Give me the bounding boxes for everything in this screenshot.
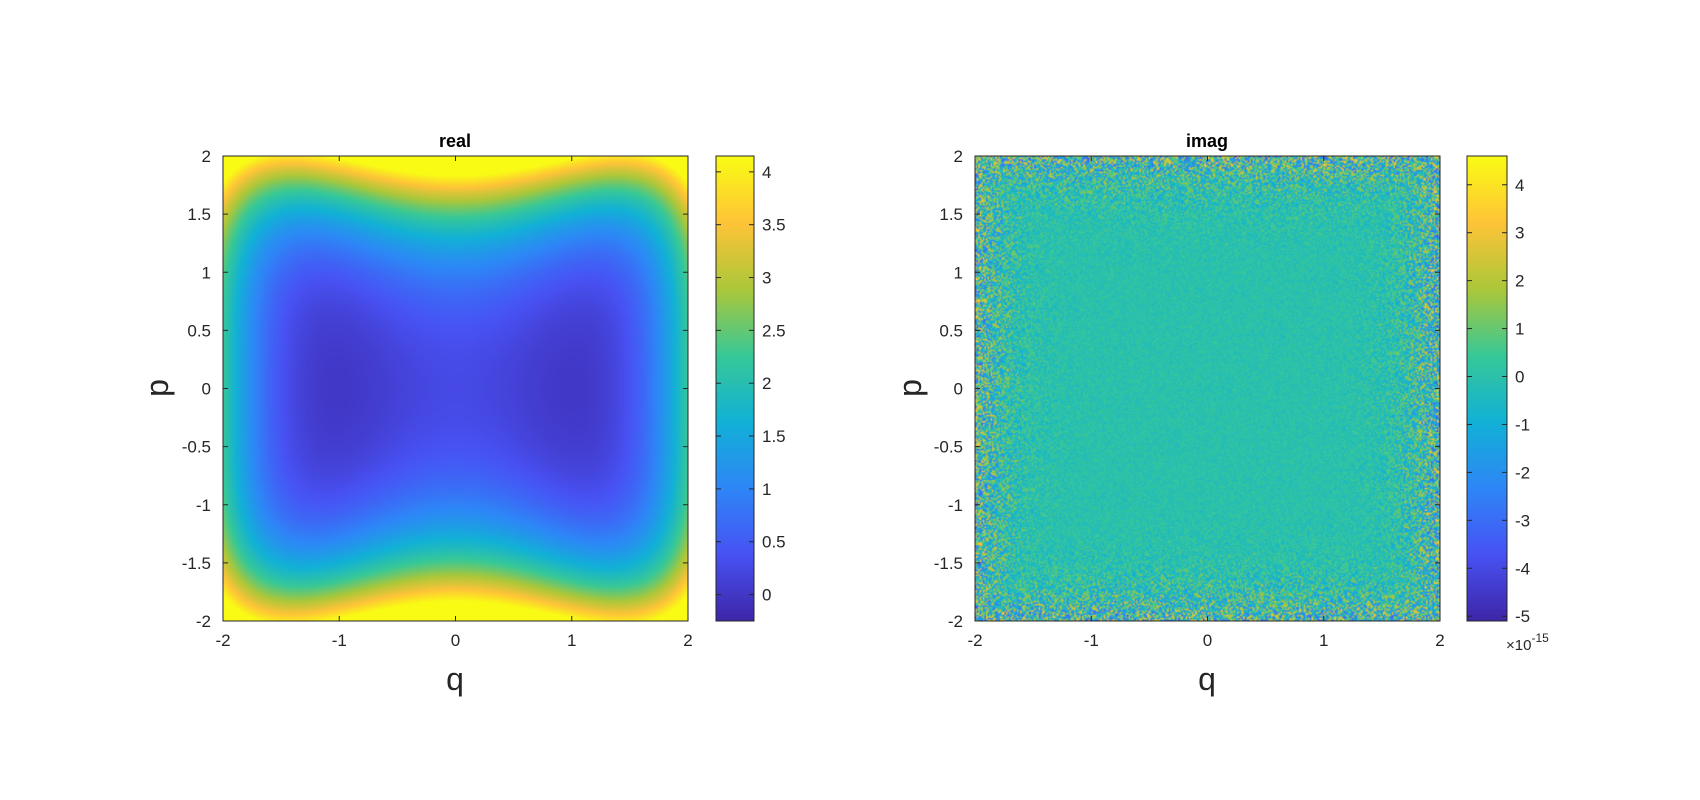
x-tick-label: -1 [1084, 631, 1099, 650]
x-tick-label: 1 [1319, 631, 1328, 650]
ylabel-imag: p [892, 379, 928, 397]
colorbar-tick-label: 3 [1515, 224, 1524, 243]
colorbar-tick-label: -2 [1515, 463, 1530, 482]
colorbar-real [716, 156, 754, 621]
colorbar-tick-label: 3 [762, 269, 771, 288]
y-tick-label: 0 [954, 380, 963, 399]
y-tick-label: -2 [948, 612, 963, 631]
colorbar-tick-label: 1.5 [762, 427, 786, 446]
y-tick-label: -1.5 [934, 554, 963, 573]
y-tick-label: 2 [954, 147, 963, 166]
y-tick-label: -1 [948, 496, 963, 515]
x-tick-label: -2 [967, 631, 982, 650]
colorbar-imag [1467, 156, 1507, 621]
y-tick-label: -0.5 [934, 438, 963, 457]
colorbar-tick-label: 1 [1515, 320, 1524, 339]
x-tick-label: 2 [683, 631, 692, 650]
colorbar-tick-label: -4 [1515, 559, 1530, 578]
x-tick-label: -1 [332, 631, 347, 650]
y-tick-label: 2 [202, 147, 211, 166]
colorbar-tick-label: 0.5 [762, 533, 786, 552]
y-tick-label: -2 [196, 612, 211, 631]
y-tick-label: -1.5 [182, 554, 211, 573]
colorbar-box-imag [1466, 155, 1508, 622]
colorbar-exponent-imag: ×10-15 [1506, 631, 1549, 654]
x-tick-label: 1 [567, 631, 576, 650]
colorbar-tick-label: 1 [762, 480, 771, 499]
colorbar-tick-label: -5 [1515, 607, 1530, 626]
x-tick-label: 0 [451, 631, 460, 650]
colorbar-tick-label: 3.5 [762, 216, 786, 235]
colorbar-tick-label: 2 [762, 374, 771, 393]
title-real: real [439, 131, 471, 151]
y-tick-label: 1 [954, 263, 963, 282]
y-tick-label: 0 [202, 380, 211, 399]
colorbar-ticks-real: 0 0.5 1 1.5 2 2.5 3 3.5 4 [716, 163, 786, 605]
colorbar-tick-label: -3 [1515, 511, 1530, 530]
y-ticks-real: -2 -1.5 -1 -0.5 0 0.5 1 1.5 2 [182, 147, 688, 631]
panel-imag: imag -2 -1 0 1 2 -2 -1.5 -1 -0.5 0 0.5 1 1.5 2 q p -… [892, 131, 1549, 697]
colorbar-tick-label: -1 [1515, 415, 1530, 434]
colorbar-tick-label: 0 [762, 586, 771, 605]
y-tick-label: 1.5 [939, 205, 963, 224]
xlabel-real: q [446, 661, 464, 697]
x-tick-label: 0 [1203, 631, 1212, 650]
colorbar-ticks-imag: -5 -4 -3 -2 -1 0 1 2 3 4 [1467, 176, 1530, 626]
y-tick-label: 0.5 [187, 321, 211, 340]
y-tick-label: -1 [196, 496, 211, 515]
title-imag: imag [1186, 131, 1228, 151]
y-tick-label: 1 [202, 263, 211, 282]
y-tick-label: 0.5 [939, 321, 963, 340]
colorbar-tick-label: 0 [1515, 368, 1524, 387]
heatmap-imag [975, 156, 1440, 621]
xlabel-imag: q [1198, 661, 1216, 697]
colorbar-box-real [715, 155, 755, 622]
colorbar-tick-label: 4 [1515, 176, 1524, 195]
colorbar-tick-label: 4 [762, 163, 771, 182]
y-tick-label: -0.5 [182, 438, 211, 457]
panel-real: real -2 -1 0 1 2 -2 -1.5 -1 -0.5 0 0.5 1 1.5 2 q p 0… [139, 131, 786, 697]
x-tick-label: 2 [1435, 631, 1444, 650]
x-ticks-real: -2 -1 0 1 2 [215, 156, 693, 650]
x-tick-label: -2 [215, 631, 230, 650]
heatmap-real [223, 156, 688, 621]
x-ticks-imag: -2 -1 0 1 2 [967, 156, 1445, 650]
y-ticks-imag: -2 -1.5 -1 -0.5 0 0.5 1 1.5 2 [934, 147, 1440, 631]
colorbar-tick-label: 2.5 [762, 321, 786, 340]
colorbar-tick-label: 2 [1515, 272, 1524, 291]
ylabel-real: p [139, 379, 175, 397]
y-tick-label: 1.5 [187, 205, 211, 224]
